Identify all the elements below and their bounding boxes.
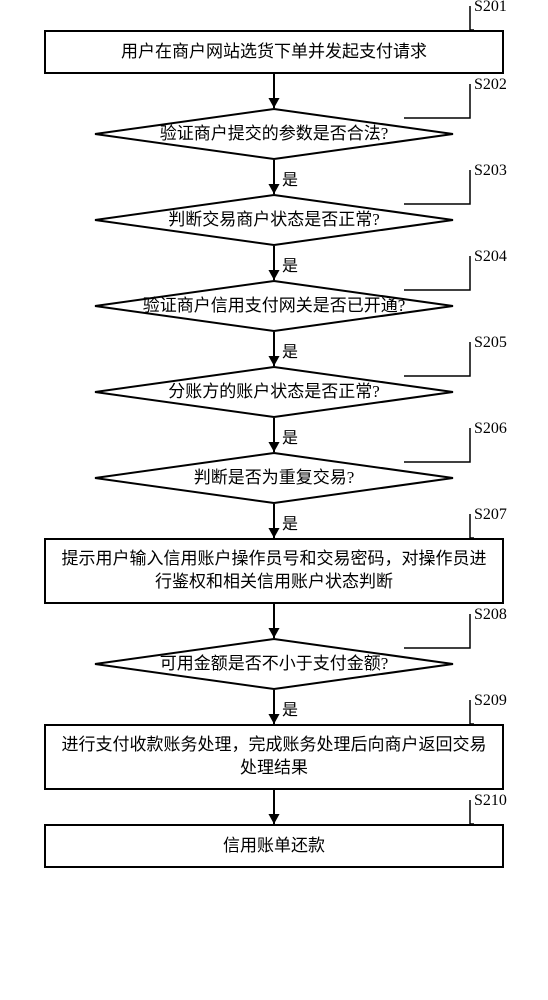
s202-step-label: S202 [474,76,507,94]
s205-text: 分账方的账户状态是否正常? [162,382,386,402]
s203-text: 判断交易商户状态是否正常? [162,210,386,230]
s209-text: 进行支付收款账务处理，完成账务处理后向商户返回交易处理结果 [54,734,494,780]
s208-out-label: 是 [282,696,298,720]
s203-out-label: 是 [282,252,298,276]
s210-text: 信用账单还款 [223,835,325,858]
payment-flowchart: 用户在商户网站选货下单并发起支付请求S201验证商户提交的参数是否合法?S202… [20,20,528,980]
s201-text: 用户在商户网站选货下单并发起支付请求 [121,41,427,64]
s208-text: 可用金额是否不小于支付金额? [154,654,395,674]
s204-text: 验证商户信用支付网关是否已开通? [137,296,412,316]
s210-step-label: S210 [474,792,507,810]
s206-step-label: S206 [474,420,507,438]
s202-out-label: 是 [282,166,298,190]
s208-step-label: S208 [474,606,507,624]
s206-text: 判断是否为重复交易? [188,468,361,488]
s202-text: 验证商户提交的参数是否合法? [154,124,395,144]
s204-out-label: 是 [282,338,298,362]
s205-out-label: 是 [282,424,298,448]
s207-text: 提示用户输入信用账户操作员号和交易密码，对操作员进行鉴权和相关信用账户状态判断 [54,548,494,594]
s203-step-label: S203 [474,162,507,180]
s207-step-label: S207 [474,506,507,524]
s209-step-label: S209 [474,692,507,710]
s205-step-label: S205 [474,334,507,352]
s201-step-label: S201 [474,0,507,16]
s204-step-label: S204 [474,248,507,266]
s206-out-label: 是 [282,510,298,534]
